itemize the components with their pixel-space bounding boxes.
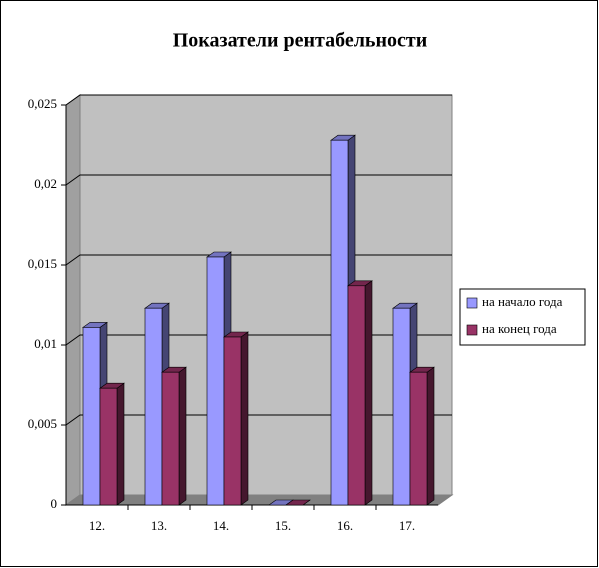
grid-line [65,174,452,186]
y-tick-label: 0,015 [28,256,57,271]
bar-side [364,280,373,506]
x-tick-label: 13. [151,518,167,533]
bar [99,387,118,506]
bar-top [285,499,311,506]
bar [206,256,225,506]
y-tick-label: 0,025 [28,96,57,111]
bar [82,327,101,506]
bar [347,285,366,506]
bar [409,371,428,506]
grid-line [65,414,452,426]
legend-swatch [466,297,478,309]
grid-line [65,254,452,266]
y-tick-label: 0 [51,496,58,511]
x-tick-label: 14. [213,518,229,533]
chart-title: Показатели рентабельности [173,30,428,52]
bar [161,371,180,506]
legend-label: на конец года [482,321,557,336]
y-tick-label: 0,005 [28,416,57,431]
bar [330,139,349,506]
bar-side [116,382,125,506]
legend-swatch [466,324,478,336]
grid-line [65,94,452,106]
x-tick-label: 12. [89,518,105,533]
legend-label: на начало года [482,294,563,309]
grid-line [65,334,452,346]
bar [144,307,163,506]
bar [392,307,411,506]
x-tick-label: 17. [399,518,415,533]
y-tick-label: 0,02 [34,176,57,191]
bar-side [426,366,435,506]
y-tick-label: 0,01 [34,336,57,351]
bar-side [240,331,249,506]
x-tick-label: 15. [275,518,291,533]
bar-side [178,366,187,506]
legend-box [459,288,586,346]
side-wall [65,94,81,506]
bar [223,336,242,506]
x-tick-label: 16. [337,518,353,533]
